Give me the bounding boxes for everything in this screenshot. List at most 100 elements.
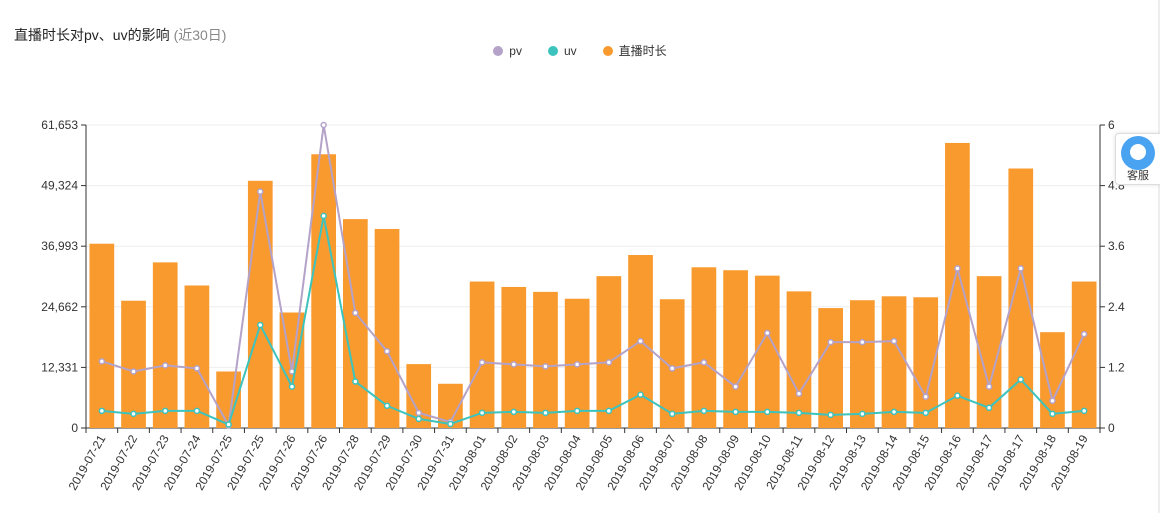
point-pv bbox=[795, 390, 803, 397]
point-pv bbox=[1017, 265, 1025, 272]
point-pv bbox=[510, 361, 518, 368]
point-pv bbox=[827, 338, 834, 346]
point-pv bbox=[352, 309, 359, 317]
bar-duration bbox=[786, 291, 812, 428]
bar-duration bbox=[121, 300, 146, 428]
point-pv bbox=[985, 383, 993, 390]
legend-label-pv: pv bbox=[509, 43, 522, 58]
point-uv bbox=[478, 409, 486, 417]
legend-item-pv[interactable]: pv bbox=[493, 42, 522, 59]
point-uv bbox=[795, 409, 803, 417]
legend-item-uv[interactable]: uv bbox=[547, 42, 577, 59]
bar-duration bbox=[1071, 281, 1097, 428]
chart-title-text: 直播时长对pv、uv的影响 bbox=[14, 27, 170, 43]
point-pv bbox=[764, 329, 771, 337]
point-pv bbox=[890, 337, 898, 345]
left-axis-tick-label: 36,993 bbox=[41, 239, 78, 253]
point-pv bbox=[954, 265, 961, 272]
point-pv bbox=[605, 359, 613, 366]
left-axis-tick-label: 0 bbox=[71, 421, 78, 435]
bar-duration bbox=[849, 300, 875, 428]
point-uv bbox=[447, 420, 454, 428]
page-right-border bbox=[1158, 0, 1160, 513]
customer-service-icon bbox=[1121, 136, 1155, 170]
point-pv bbox=[922, 393, 929, 400]
customer-service-button[interactable]: 客服 bbox=[1115, 133, 1160, 185]
right-axis-tick-label: 6 bbox=[1108, 118, 1115, 132]
point-uv bbox=[605, 407, 613, 415]
point-uv bbox=[637, 391, 644, 398]
point-uv bbox=[700, 407, 708, 415]
bar-duration bbox=[501, 286, 527, 428]
point-uv bbox=[225, 421, 232, 428]
legend-dot-duration bbox=[602, 45, 613, 56]
point-uv bbox=[573, 407, 581, 415]
bar-duration bbox=[374, 228, 400, 428]
point-pv bbox=[383, 347, 391, 355]
point-uv bbox=[415, 415, 422, 423]
point-uv bbox=[161, 407, 169, 415]
point-pv bbox=[193, 365, 201, 372]
point-pv bbox=[1049, 397, 1056, 404]
legend-label-uv: uv bbox=[563, 43, 577, 58]
point-uv bbox=[764, 408, 771, 416]
point-pv bbox=[478, 359, 486, 366]
line-uv bbox=[101, 215, 1085, 426]
legend-item-duration[interactable]: 直播时长 bbox=[602, 42, 667, 59]
point-pv bbox=[257, 188, 264, 195]
left-axis-tick-label: 49,324 bbox=[41, 179, 78, 193]
bar-duration bbox=[818, 308, 844, 428]
point-pv bbox=[732, 383, 739, 390]
point-uv bbox=[890, 408, 898, 416]
point-uv bbox=[257, 321, 264, 329]
line-pv bbox=[101, 124, 1086, 429]
legend-dot-pv bbox=[493, 45, 504, 56]
bar-duration bbox=[89, 243, 115, 428]
point-pv bbox=[859, 338, 866, 346]
point-uv bbox=[954, 392, 961, 399]
point-pv bbox=[668, 365, 676, 372]
point-pv bbox=[98, 358, 106, 365]
point-uv bbox=[1049, 410, 1056, 418]
point-uv bbox=[320, 212, 327, 220]
point-uv bbox=[1080, 407, 1088, 415]
point-uv bbox=[288, 383, 296, 390]
point-uv bbox=[193, 407, 201, 415]
point-uv bbox=[922, 409, 929, 417]
legend-label-duration: 直播时长 bbox=[618, 44, 667, 58]
bar-duration bbox=[152, 262, 178, 428]
point-uv bbox=[668, 410, 676, 418]
bar-duration bbox=[723, 270, 748, 428]
point-uv bbox=[510, 408, 518, 416]
bar-duration bbox=[659, 299, 685, 428]
point-pv bbox=[573, 361, 581, 368]
point-uv bbox=[827, 411, 834, 419]
point-pv bbox=[542, 363, 549, 370]
left-axis-tick-label: 61,653 bbox=[41, 118, 78, 132]
point-uv bbox=[542, 409, 549, 417]
chart-title: 直播时长对pv、uv的影响 (近30日) bbox=[14, 25, 226, 45]
point-pv bbox=[320, 121, 327, 129]
point-pv bbox=[415, 409, 422, 417]
point-uv bbox=[383, 402, 391, 410]
bar-duration bbox=[533, 291, 558, 428]
right-axis-tick-label: 0 bbox=[1108, 421, 1115, 435]
bar-duration bbox=[945, 142, 970, 428]
point-pv bbox=[1080, 330, 1088, 338]
point-uv bbox=[130, 410, 137, 418]
bar-duration bbox=[311, 154, 337, 428]
point-uv bbox=[732, 408, 739, 416]
point-uv bbox=[1017, 376, 1025, 383]
bar-duration bbox=[881, 296, 907, 428]
point-uv bbox=[985, 404, 993, 412]
point-uv bbox=[859, 410, 866, 418]
point-uv bbox=[352, 378, 359, 385]
chart-subtitle: (近30日) bbox=[173, 27, 227, 43]
right-axis-tick-label: 2.4 bbox=[1108, 300, 1125, 314]
point-pv bbox=[130, 368, 137, 375]
point-pv bbox=[161, 362, 169, 369]
chart-legend: pv uv 直播时长 bbox=[0, 42, 1160, 59]
point-pv bbox=[700, 359, 708, 366]
point-uv bbox=[98, 407, 106, 415]
